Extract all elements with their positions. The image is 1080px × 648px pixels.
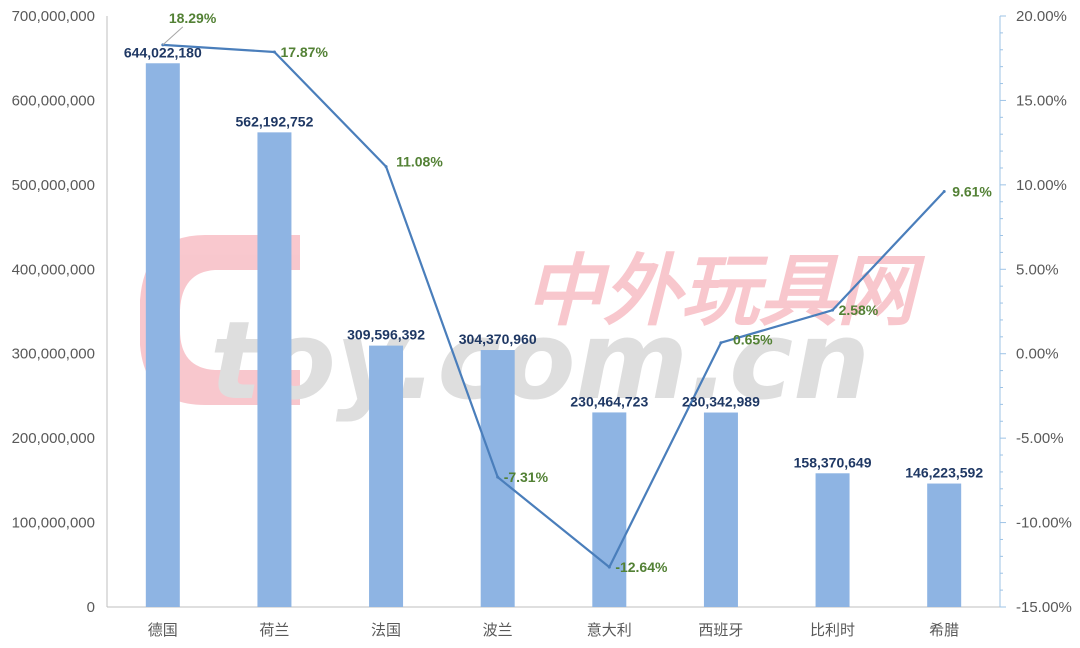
x-category-label: 西班牙 [698,621,743,639]
bar-value-label: 562,192,752 [236,113,314,129]
y-left-tick-label: 300,000,000 [12,346,95,363]
line-point [384,165,388,169]
bar [703,412,738,607]
bar [369,345,404,607]
watermark-c-shape [140,235,300,405]
bar-value-label: 309,596,392 [347,327,425,343]
x-category-label: 荷兰 [259,621,289,639]
y-left-tick-label: 400,000,000 [12,261,95,278]
line-point [942,189,946,193]
bar-value-label: 304,370,960 [459,331,537,347]
bar-value-label: 230,464,723 [570,393,648,409]
data-labels: 644,022,180 562,192,752 309,596,392 304,370… [124,10,993,575]
line-point [496,475,500,479]
x-category-label: 比利时 [810,621,855,639]
label-leader-line [162,26,184,46]
line-value-label: 17.87% [280,44,328,60]
growth-polyline [162,43,945,569]
line-point [831,308,835,312]
bar-value-label: 146,223,592 [905,465,983,481]
watermark-latin: toy.com.cn [210,299,870,424]
bar-value-label: 230,342,989 [682,394,760,410]
line-point [607,565,611,569]
watermark-chinese: 中外玩具网 [525,247,926,337]
bar [257,132,292,607]
x-category-label: 德国 [148,621,178,639]
line-value-label: 11.08% [396,154,443,170]
x-category-label: 波兰 [483,621,513,639]
line-value-label: -7.31% [504,469,549,485]
y-right-tick-label: 20.00% [1016,8,1067,25]
line-point [272,50,276,54]
line-point [719,341,723,345]
line-value-label: 18.29% [169,10,217,26]
bar [145,63,180,607]
bar [592,412,627,607]
y-left-tick-label: 700,000,000 [12,8,95,25]
y-right-tick-label: 0.00% [1016,346,1059,363]
line-value-label: -12.64% [615,559,668,575]
line-value-label: 9.61% [952,183,992,199]
watermark-logo: toy.com.cn 中外玩具网 [140,235,926,424]
bar [927,483,962,607]
line-value-label: 0.65% [733,332,773,348]
axes: 0 100,000,000 200,000,000 300,000,000 400,00… [12,8,1072,639]
y-right-tick-label: 5.00% [1016,261,1059,278]
bar-value-label: 644,022,180 [124,44,202,60]
y-right-tick-label: -5.00% [1016,430,1064,447]
y-left-tick-label: 100,000,000 [12,515,95,532]
y-left-tick-label: 0 [87,599,95,616]
y-left-tick-label: 500,000,000 [12,177,95,194]
line-value-label: 2.58% [839,302,879,318]
x-category-label: 意大利 [587,621,632,639]
bar-value-label: 158,370,649 [794,454,872,470]
x-category-label: 希腊 [929,621,959,639]
y-right-tick-label: 10.00% [1016,177,1067,194]
y-left-tick-label: 600,000,000 [12,92,95,109]
y-right-tick-label: -10.00% [1016,515,1072,532]
y-right-tick-label: 15.00% [1016,92,1067,109]
y-left-tick-label: 200,000,000 [12,430,95,447]
y-right-tick-label: -15.00% [1016,599,1072,616]
bar [815,473,850,607]
x-category-label: 法国 [371,621,401,639]
